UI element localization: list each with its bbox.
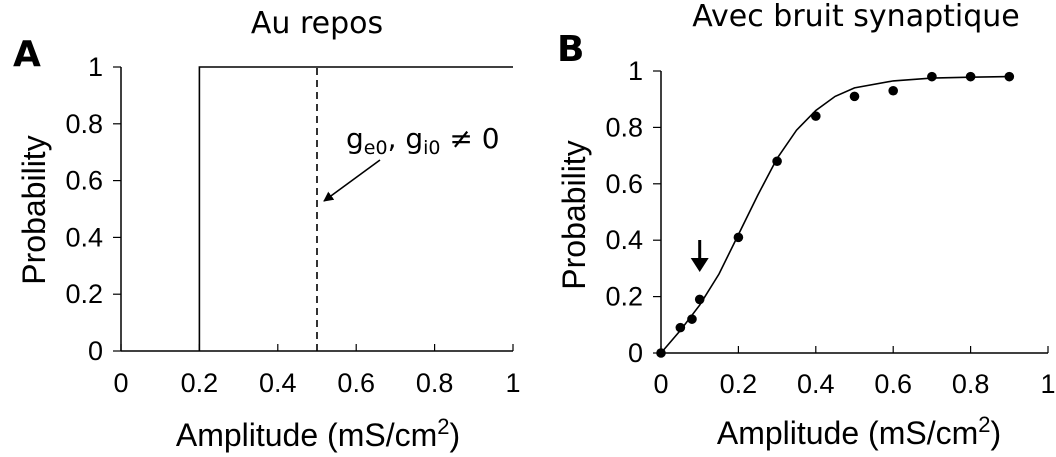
panel-b-ylabel: Probability: [556, 140, 592, 289]
panel-a-letter: A: [13, 34, 41, 75]
panel-b-data-point: [1004, 71, 1015, 82]
panel-b: Avec bruit synaptique B Probability Ampl…: [556, 0, 1056, 451]
panel-a-x-tick-label: 1: [505, 368, 520, 398]
panel-b-x-tick-label: 0.2: [720, 369, 758, 399]
panel-a-x-tick-label: 0: [113, 368, 128, 398]
panel-b-x-tick-label: 1: [1040, 369, 1055, 399]
panel-b-x-tick-label: 0.8: [952, 369, 990, 399]
panel-b-x-tick-label: 0.4: [797, 369, 835, 399]
panel-b-marker-arrow-head: [690, 258, 709, 272]
panel-b-marks: [656, 71, 1015, 358]
panel-a: Au repos A Probability Amplitude (mS/cm2…: [13, 6, 521, 453]
panel-b-y-tick-label: 0.2: [605, 282, 643, 312]
panel-b-y-tick-label: 0.8: [605, 112, 643, 142]
panel-a-series-line-solid: [198, 66, 513, 351]
panel-b-data-point: [733, 232, 744, 243]
panel-a-x-tick-label: 0.8: [416, 368, 454, 398]
panel-b-data-point: [849, 91, 860, 102]
panel-b-data-point: [772, 156, 782, 167]
panel-b-fit-curve: [660, 75, 1010, 354]
panel-b-data-point: [888, 85, 898, 96]
panel-a-title: Au repos: [251, 6, 383, 41]
panel-b-data-point: [965, 71, 976, 82]
annotation-arrow: [323, 159, 381, 202]
panel-a-y-tick-label: 0.8: [65, 109, 103, 139]
panel-b-axes: 0 0.2 0.4 0.6 0.8 1 0 0.2 0.4 0.6 0.8 1: [605, 56, 1055, 399]
annotation-label: ge0, gi0 ≠ 0: [346, 122, 500, 159]
panel-b-data-point: [694, 294, 705, 305]
panel-b-title: Avec bruit synaptique: [692, 0, 1019, 34]
panel-b-letter: B: [557, 29, 584, 70]
panel-a-y-tick-label: 0.4: [65, 222, 103, 252]
panel-a-y-tick-label: 0.6: [65, 166, 103, 196]
panel-a-marks: [198, 66, 513, 351]
panel-a-y-tick-label: 0: [88, 336, 103, 366]
panel-a-axes: 0 0.2 0.4 0.6 0.8 1 0 0.2 0.4 0.6 0.8 1: [65, 52, 520, 398]
panel-b-x-tick-label: 0: [653, 369, 668, 399]
panel-b-data-point: [687, 314, 697, 324]
panel-a-y-tick-label: 0.2: [65, 279, 103, 309]
panel-b-y-tick-label: 1: [628, 56, 643, 86]
panel-a-y-tick-label: 1: [88, 52, 103, 82]
panel-a-ylabel: Probability: [16, 135, 52, 284]
panel-b-data-point: [927, 71, 937, 82]
panel-b-y-tick-label: 0.4: [605, 225, 643, 255]
panel-b-data-point: [811, 111, 821, 121]
panel-b-x-tick-label: 0.6: [874, 369, 912, 399]
panel-b-y-tick-label: 0: [628, 338, 643, 368]
panel-a-x-tick-label: 0.6: [337, 368, 375, 398]
panel-b-y-tick-label: 0.6: [605, 169, 643, 199]
panel-b-xlabel: Amplitude (mS/cm2): [717, 412, 1001, 451]
panel-b-data-point: [656, 348, 666, 358]
panel-b-data-point: [675, 322, 686, 333]
panel-a-x-tick-label: 0.4: [259, 368, 297, 398]
panel-a-x-tick-label: 0.2: [181, 368, 219, 398]
panel-a-xlabel: Amplitude (mS/cm2): [176, 414, 460, 453]
